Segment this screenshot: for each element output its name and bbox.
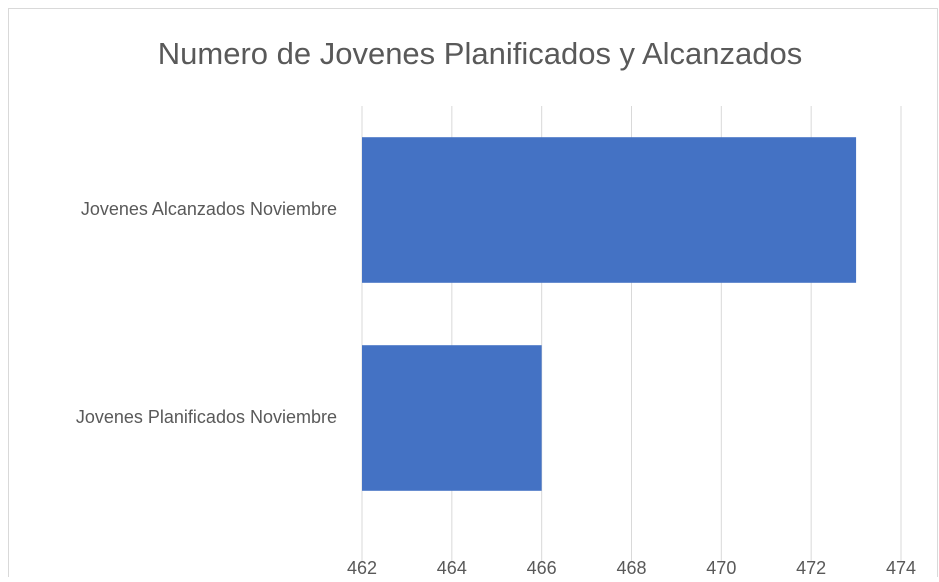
x-tick-label: 472 <box>796 558 826 577</box>
chart-title: Numero de Jovenes Planificados y Alcanza… <box>158 36 802 71</box>
x-tick-label: 474 <box>886 558 916 577</box>
bar <box>362 137 857 283</box>
y-tick-label: Jovenes Alcanzados Noviembre <box>81 199 337 219</box>
y-tick-label: Jovenes Planificados Noviembre <box>76 407 337 427</box>
x-tick-label: 462 <box>347 558 377 577</box>
x-tick-label: 466 <box>527 558 557 577</box>
x-tick-label: 470 <box>706 558 736 577</box>
chart-frame <box>8 8 938 582</box>
x-tick-label: 468 <box>616 558 646 577</box>
x-tick-label: 464 <box>437 558 467 577</box>
bar <box>362 345 542 491</box>
